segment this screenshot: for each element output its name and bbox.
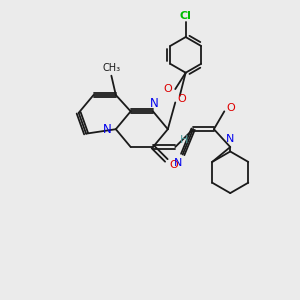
- Text: CH₃: CH₃: [102, 63, 120, 73]
- Text: N: N: [150, 97, 159, 110]
- Text: O: O: [177, 94, 186, 104]
- Text: Cl: Cl: [180, 11, 192, 21]
- Text: O: O: [226, 103, 235, 113]
- Text: N: N: [103, 123, 112, 136]
- Text: O: O: [169, 160, 178, 170]
- Text: N: N: [226, 134, 234, 144]
- Text: O: O: [164, 84, 172, 94]
- Text: H: H: [179, 136, 188, 146]
- Text: N: N: [174, 158, 182, 168]
